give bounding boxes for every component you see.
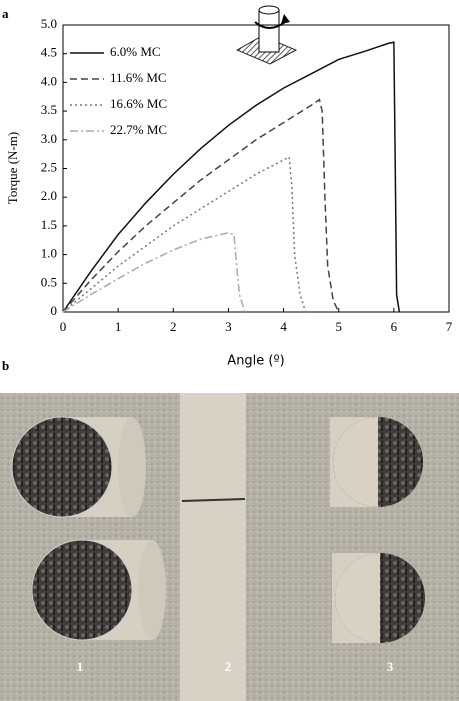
legend-label: 6.0% MC — [110, 44, 161, 59]
y-tick-label: 1.0 — [41, 246, 57, 261]
series-line — [62, 232, 246, 313]
y-tick-label: 2.5 — [41, 159, 57, 174]
plot: 0 0.5 1.0 1.5 2.0 2.5 3.0 3.5 4.0 4.5 5.0 0 1 2 3 4 5 6 7 6… — [41, 16, 453, 334]
y-tick-label: 1.5 — [41, 217, 57, 232]
panel-label: a — [2, 6, 9, 21]
torsion-icon — [235, 5, 298, 65]
photo: 1 2 3 — [0, 393, 459, 701]
y-axis-label: Torque (N-m) — [5, 132, 20, 204]
x-tick-label: 2 — [170, 319, 177, 334]
x-tick-label: 5 — [335, 319, 342, 334]
series-line — [62, 98, 340, 313]
legend-label: 11.6% MC — [110, 70, 167, 85]
x-tick-label: 6 — [391, 319, 398, 334]
y-tick-label: 3.5 — [41, 102, 57, 117]
y-tick-label: 5.0 — [41, 16, 57, 31]
y-tick-label: 0 — [51, 303, 58, 318]
y-tick-label: 4.0 — [41, 73, 57, 88]
x-tick-label: 0 — [60, 319, 67, 334]
x-tick-label: 4 — [280, 319, 287, 334]
x-tick-label: 7 — [446, 319, 453, 334]
y-tick-label: 2.0 — [41, 188, 57, 203]
photo-label: 2 — [225, 659, 232, 674]
y-tick-label: 0.5 — [41, 274, 57, 289]
y-tick-label: 3.0 — [41, 131, 57, 146]
y-tick-label: 4.5 — [41, 45, 57, 60]
photo-label: 3 — [387, 659, 394, 674]
x-tick-label: 3 — [225, 319, 232, 334]
series-line — [62, 41, 401, 313]
x-axis-label: Angle (º) — [227, 354, 284, 369]
panel-label: b — [2, 358, 9, 373]
x-tick-label: 1 — [115, 319, 122, 334]
plot-frame — [62, 24, 450, 313]
photo-label: 1 — [77, 659, 84, 674]
legend-label: 16.6% MC — [110, 96, 167, 111]
legend-label: 22.7% MC — [110, 122, 167, 137]
series-line — [62, 155, 307, 313]
